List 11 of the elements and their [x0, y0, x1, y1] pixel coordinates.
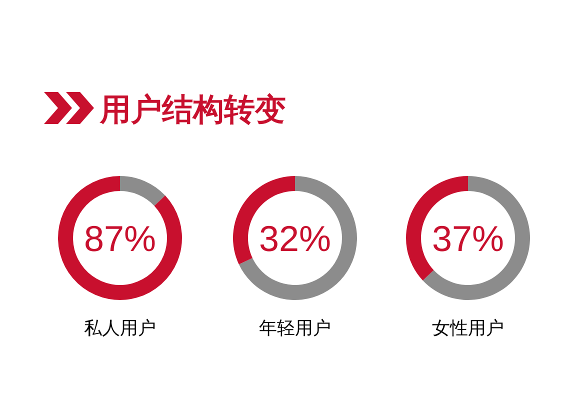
- text: 年轻用户: [259, 318, 331, 338]
- donut-slice: [238, 176, 357, 300]
- text: 用户结构转变: [99, 92, 286, 127]
- text: 37%: [432, 218, 504, 259]
- donut-slice: [58, 176, 182, 300]
- text: 女性用户: [432, 318, 504, 338]
- text: 87%: [84, 218, 156, 259]
- donut-slice: [422, 176, 530, 300]
- text: 32%: [258, 218, 332, 259]
- donut-slice: [120, 176, 166, 206]
- text: 私人用户: [84, 318, 156, 338]
